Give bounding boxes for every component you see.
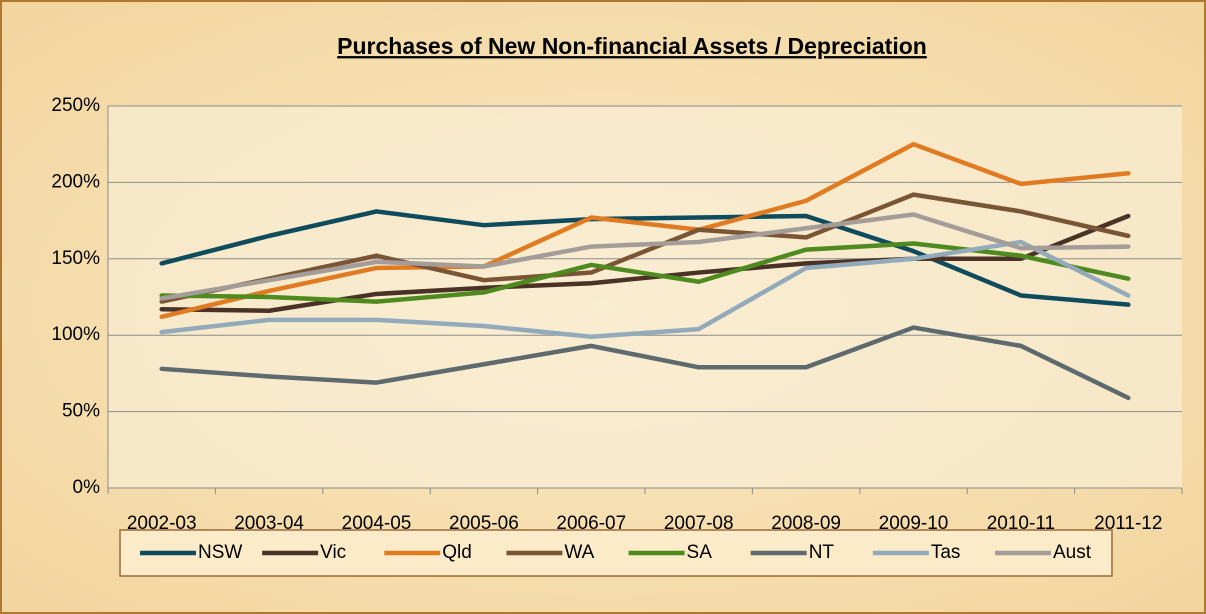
line-series <box>159 213 1131 314</box>
x-tick-label: 2008-09 <box>771 513 841 534</box>
x-tick-label: 2010-11 <box>987 513 1055 534</box>
legend-label: Vic <box>320 542 346 563</box>
legend-label: Qld <box>442 542 472 563</box>
legend-label: NSW <box>198 542 242 563</box>
y-tick-label: 100% <box>51 324 100 345</box>
x-tick-label: 2006-07 <box>556 513 626 534</box>
legend-label: WA <box>564 542 594 563</box>
x-tick-label: 2009-10 <box>879 513 949 534</box>
y-tick-label: 200% <box>51 171 100 192</box>
x-tick-label: 2002-03 <box>127 513 197 534</box>
legend-label: Aust <box>1053 542 1092 563</box>
x-tick-label: 2004-05 <box>342 513 412 534</box>
y-tick-label: 50% <box>62 401 100 422</box>
line-series <box>159 212 1131 301</box>
x-tick-label: 2005-06 <box>449 513 519 534</box>
line-series <box>159 141 1131 320</box>
line-series <box>159 239 1131 339</box>
legend-label: Tas <box>931 542 961 563</box>
x-tick-label: 2011-12 <box>1094 513 1162 534</box>
y-tick-label: 150% <box>51 248 100 269</box>
legend-label: NT <box>809 542 835 563</box>
legend-label: SA <box>687 542 713 563</box>
line-series <box>159 209 1131 307</box>
line-series <box>159 325 1131 401</box>
y-tick-label: 250% <box>51 95 100 116</box>
x-tick-label: 2003-04 <box>234 513 304 534</box>
line-series <box>159 192 1131 304</box>
y-tick-label: 0% <box>73 477 101 498</box>
x-tick-label: 2007-08 <box>664 513 734 534</box>
chart-title: Purchases of New Non-financial Assets / … <box>337 33 927 59</box>
